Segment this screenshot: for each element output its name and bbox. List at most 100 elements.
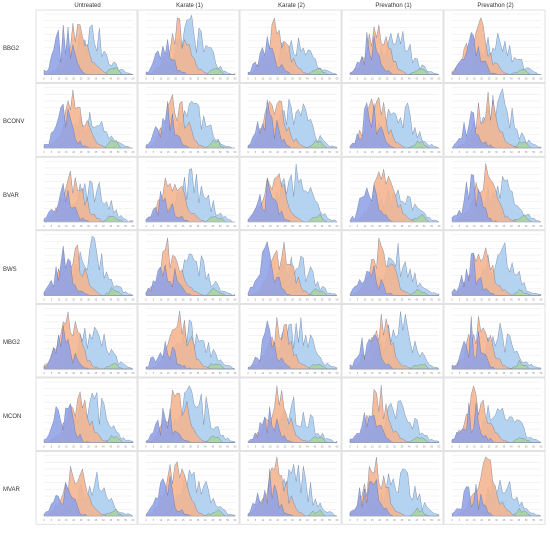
- x-tick-label: 0: [247, 519, 249, 522]
- x-tick-label: 20: [72, 225, 75, 228]
- x-tick-label: 10: [57, 372, 60, 375]
- row-label-bvar: BVAR: [3, 193, 19, 199]
- x-tick-label: 40: [408, 298, 411, 301]
- x-tick-label: 35: [197, 446, 200, 449]
- column-header-untreated: Untreated: [74, 3, 101, 9]
- x-tick-label: 45: [211, 519, 214, 522]
- panel-bvar-2: 0 5 10 15 20 25 30 35 40 45 50 55 60: [239, 156, 342, 231]
- x-tick-label: 35: [401, 151, 404, 154]
- x-tick-label: 10: [465, 372, 468, 375]
- x-tick-label: 25: [386, 78, 389, 81]
- column-header-karate-2: Karate (2): [278, 3, 305, 9]
- x-tick-label: 10: [261, 519, 264, 522]
- x-tick-label: 35: [95, 446, 98, 449]
- x-tick-label: 20: [174, 446, 177, 449]
- x-tick-label: 5: [357, 225, 359, 228]
- x-tick-label: 10: [57, 78, 60, 81]
- x-tick-label: 30: [291, 225, 294, 228]
- x-tick-label: 35: [401, 372, 404, 375]
- x-tick-label: 45: [313, 78, 316, 81]
- x-tick-label: 55: [430, 372, 433, 375]
- x-tick-label: 30: [87, 151, 90, 154]
- panel-bvar-0: 0 5 10 15 20 25 30 35 40 45 50 55 60: [35, 156, 138, 231]
- x-tick-label: 40: [102, 446, 105, 449]
- x-tick-label: 45: [517, 519, 520, 522]
- x-tick-label: 50: [321, 446, 324, 449]
- column-header-prevathon-1: Prevathon (1): [375, 3, 412, 9]
- x-tick-label: 45: [211, 446, 214, 449]
- x-tick-label: 10: [57, 151, 60, 154]
- x-tick-label: 10: [159, 372, 162, 375]
- x-tick-label: 35: [401, 225, 404, 228]
- x-tick-label: 35: [503, 78, 506, 81]
- x-tick-label: 10: [465, 298, 468, 301]
- x-tick-label: 40: [510, 298, 513, 301]
- x-tick-label: 35: [401, 298, 404, 301]
- x-tick-label: 20: [378, 151, 381, 154]
- x-tick-label: 55: [532, 446, 535, 449]
- x-tick-label: 10: [159, 225, 162, 228]
- x-tick-label: 20: [174, 298, 177, 301]
- x-tick-label: 10: [363, 372, 366, 375]
- x-tick-label: 0: [349, 519, 351, 522]
- x-tick-label: 15: [371, 372, 374, 375]
- x-tick-label: 15: [371, 78, 374, 81]
- x-tick-label: 5: [51, 151, 53, 154]
- x-tick-label: 30: [87, 446, 90, 449]
- panel-bbg2-3: 0 5 10 15 20 25 30 35 40 45 50 55 60: [341, 9, 444, 83]
- x-tick-label: 10: [363, 151, 366, 154]
- panel-bws-3: 0 5 10 15 20 25 30 35 40 45 50 55 60: [341, 230, 444, 304]
- x-tick-label: 15: [269, 151, 272, 154]
- x-tick-label: 0: [145, 151, 147, 154]
- x-tick-label: 5: [153, 151, 155, 154]
- x-tick-label: 30: [495, 78, 498, 81]
- panel-bbg2-2: 0 5 10 15 20 25 30 35 40 45 50 55 60: [239, 9, 342, 83]
- panel-mvar-1: 0 5 10 15 20 25 30 35 40 45 50 55 60: [137, 451, 240, 525]
- x-tick-label: 45: [109, 78, 112, 81]
- x-tick-label: 10: [159, 78, 162, 81]
- x-tick-label: 55: [328, 446, 331, 449]
- x-tick-label: 15: [473, 225, 476, 228]
- x-tick-label: 5: [153, 298, 155, 301]
- x-tick-label: 35: [503, 225, 506, 228]
- x-tick-label: 40: [102, 298, 105, 301]
- x-tick-label: 55: [124, 151, 127, 154]
- x-tick-label: 30: [495, 151, 498, 154]
- x-tick-label: 15: [473, 78, 476, 81]
- x-tick-label: 25: [182, 519, 185, 522]
- x-tick-label: 0: [145, 446, 147, 449]
- panel-mbg2-3: 0 5 10 15 20 25 30 35 40 45 50 55 60: [341, 304, 444, 378]
- x-tick-label: 30: [495, 372, 498, 375]
- x-tick-label: 5: [255, 78, 257, 81]
- x-tick-label: 45: [517, 78, 520, 81]
- x-tick-label: 50: [117, 519, 120, 522]
- x-tick-label: 20: [378, 78, 381, 81]
- x-tick-label: 20: [276, 151, 279, 154]
- x-tick-label: 5: [255, 298, 257, 301]
- x-tick-label: 10: [465, 78, 468, 81]
- x-tick-label: 25: [284, 372, 287, 375]
- panel-mcon-3: 0 5 10 15 20 25 30 35 40 45 50 55 60: [341, 377, 444, 451]
- x-tick-label: 30: [291, 519, 294, 522]
- x-tick-label: 40: [204, 78, 207, 81]
- x-tick-label: 60: [438, 372, 441, 375]
- x-tick-label: 55: [430, 78, 433, 81]
- x-tick-label: 15: [269, 446, 272, 449]
- x-tick-label: 5: [153, 225, 155, 228]
- x-tick-label: 25: [80, 225, 83, 228]
- x-tick-label: 55: [328, 225, 331, 228]
- x-tick-label: 40: [408, 446, 411, 449]
- x-tick-label: 0: [43, 298, 45, 301]
- x-tick-label: 35: [299, 151, 302, 154]
- x-tick-label: 25: [182, 78, 185, 81]
- x-tick-label: 15: [65, 78, 68, 81]
- x-tick-label: 55: [532, 78, 535, 81]
- x-tick-label: 5: [51, 298, 53, 301]
- x-tick-label: 40: [102, 78, 105, 81]
- panel-mvar-4: 0 5 10 15 20 25 30 35 40 45 50 55 60: [443, 451, 546, 525]
- x-tick-label: 45: [211, 151, 214, 154]
- x-tick-label: 60: [132, 519, 135, 522]
- x-tick-label: 50: [117, 151, 120, 154]
- x-tick-label: 30: [291, 298, 294, 301]
- x-tick-label: 50: [219, 519, 222, 522]
